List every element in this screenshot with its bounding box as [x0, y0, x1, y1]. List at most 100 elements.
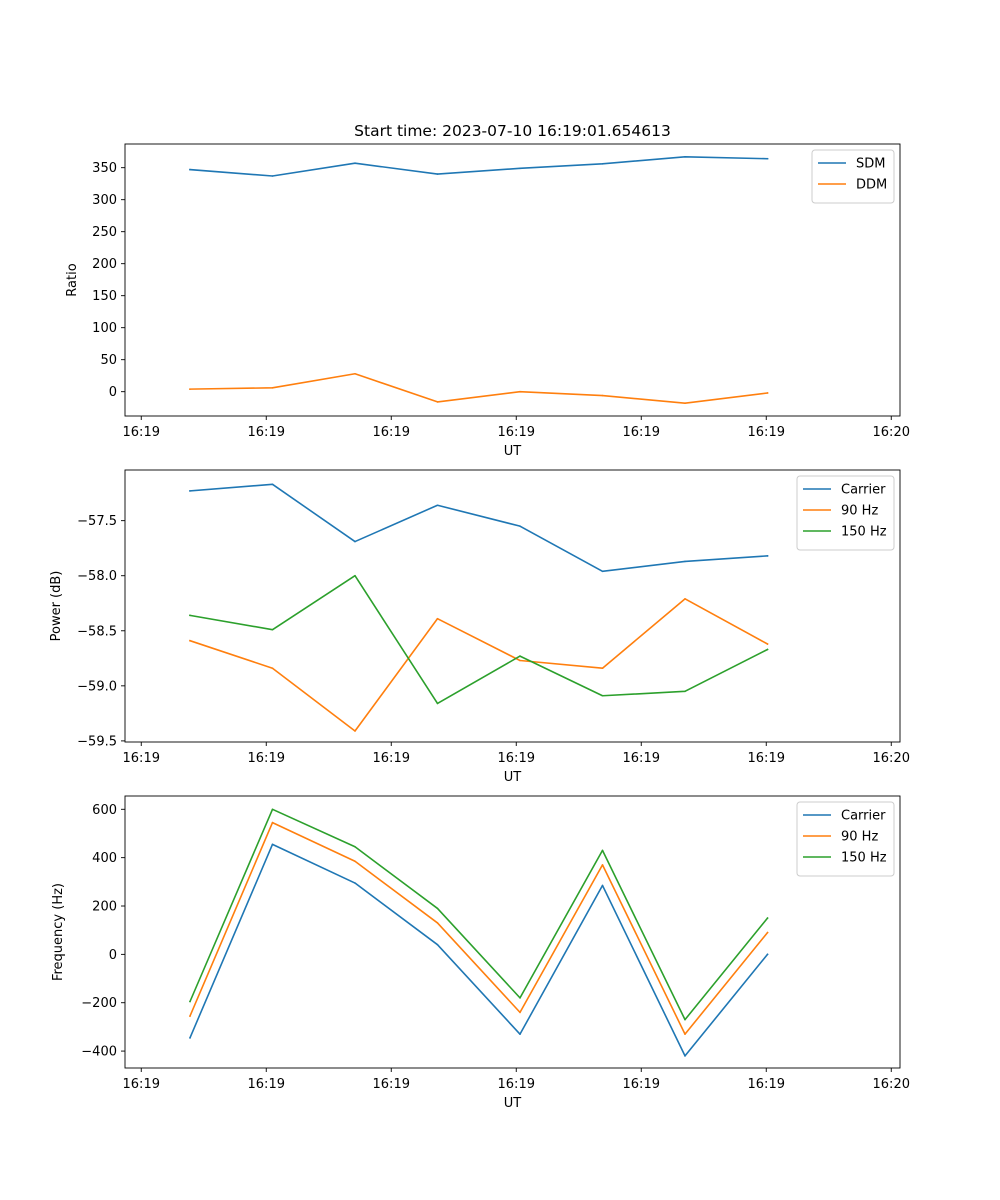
data-point — [766, 643, 769, 645]
legend: Carrier 90 Hz 150 Hz — [796, 475, 895, 551]
data-point — [189, 1000, 191, 1003]
data-point — [766, 931, 769, 934]
x-tick-label: 16:20 — [873, 1077, 910, 1092]
y-tick-label: 200 — [92, 257, 117, 272]
data-point — [354, 882, 356, 884]
data-point — [271, 843, 274, 846]
data-point — [271, 821, 274, 824]
data-point — [684, 1018, 686, 1021]
data-point — [271, 667, 274, 670]
x-tick-label: 16:19 — [373, 425, 410, 440]
series-line-150-hz — [189, 574, 769, 705]
y-tick-label: 50 — [100, 353, 117, 368]
data-point — [354, 845, 356, 848]
data-point — [436, 702, 439, 705]
data-point — [766, 555, 769, 557]
y-tick-label: 100 — [92, 321, 117, 336]
y-axis-label: Power (dB) — [49, 571, 64, 642]
legend-label: Carrier — [841, 483, 886, 498]
x-tick-label: 16:19 — [623, 751, 660, 766]
y-tick-label: 150 — [92, 289, 117, 304]
axes-frame — [124, 469, 901, 743]
data-point — [271, 483, 274, 486]
data-point — [601, 884, 604, 887]
data-point — [354, 540, 356, 543]
x-tick-label: 16:19 — [248, 425, 285, 440]
data-point — [601, 864, 604, 866]
series-line-90-hz — [188, 598, 769, 732]
data-point — [436, 617, 439, 620]
data-point — [519, 525, 521, 527]
legend-label: 90 Hz — [841, 504, 878, 519]
figure-title: Start time: 2023-07-10 16:19:01.654613 — [354, 122, 671, 140]
x-tick-label: 16:19 — [123, 425, 160, 440]
y-tick-label: 300 — [92, 193, 117, 208]
x-axis-label: UT — [504, 770, 522, 785]
y-tick-label: −400 — [81, 1045, 117, 1060]
data-point — [189, 614, 191, 617]
data-point — [766, 917, 769, 919]
x-tick-label: 16:19 — [498, 751, 535, 766]
data-point — [766, 392, 769, 394]
y-tick-label: −200 — [81, 996, 117, 1011]
x-tick-label: 16:19 — [498, 1077, 535, 1092]
y-tick-label: 350 — [92, 161, 117, 176]
data-point — [436, 401, 439, 403]
x-tick-label: 16:19 — [748, 425, 785, 440]
data-point — [519, 1011, 521, 1014]
data-point — [189, 1036, 191, 1039]
x-tick-label: 16:19 — [123, 1077, 160, 1092]
x-tick-label: 16:19 — [248, 751, 285, 766]
data-point — [684, 1055, 686, 1057]
x-tick-label: 16:19 — [748, 1077, 785, 1092]
x-tick-label: 16:19 — [748, 751, 785, 766]
legend-label: 150 Hz — [841, 525, 887, 540]
data-point — [684, 402, 686, 405]
data-point — [684, 1033, 686, 1035]
data-point — [271, 628, 274, 631]
x-tick-label: 16:19 — [248, 1077, 285, 1092]
data-point — [354, 162, 356, 164]
y-tick-label: 0 — [109, 948, 117, 963]
legend-label: SDM — [856, 157, 885, 172]
data-point — [684, 560, 686, 563]
y-axis-label: Frequency (Hz) — [51, 883, 66, 981]
data-point — [601, 667, 604, 670]
data-point — [189, 639, 191, 642]
data-point — [189, 490, 191, 492]
data-point — [601, 849, 604, 852]
data-point — [271, 387, 274, 389]
data-point — [354, 574, 356, 577]
data-point — [766, 157, 769, 160]
x-tick-label: 16:19 — [373, 751, 410, 766]
data-point — [436, 943, 439, 946]
x-tick-label: 16:19 — [623, 425, 660, 440]
data-point — [519, 1033, 521, 1035]
y-tick-label: −58.5 — [77, 624, 117, 639]
subplot-2: 16:19 16:19 16:19 16:19 16:19 16:19 16:20 −59.5… — [49, 469, 910, 785]
legend: SDM DDM — [811, 149, 895, 204]
data-point — [519, 390, 521, 393]
data-point — [189, 1015, 191, 1017]
axes-frame — [124, 143, 901, 417]
y-tick-label: 400 — [92, 851, 117, 866]
data-point — [766, 953, 769, 956]
y-tick-label: 250 — [92, 225, 117, 240]
x-axis-label: UT — [504, 1096, 522, 1111]
x-tick-label: 16:20 — [873, 425, 910, 440]
subplots: 16:19 16:19 16:19 16:19 16:19 16:19 16:20 0 50 10… — [49, 143, 910, 1111]
series-line-90-hz — [188, 821, 769, 1035]
y-tick-label: −59.5 — [77, 734, 117, 749]
x-axis-label: UT — [504, 444, 522, 459]
subplot-3: 16:19 16:19 16:19 16:19 16:19 16:19 16:20 −400 −… — [51, 795, 910, 1111]
data-point — [436, 922, 439, 924]
data-point — [601, 694, 604, 697]
data-point — [354, 860, 356, 863]
data-point — [436, 504, 439, 507]
axes-frame — [124, 795, 901, 1069]
data-point — [189, 168, 191, 171]
data-point — [436, 907, 439, 910]
data-point — [601, 163, 604, 165]
data-point — [436, 173, 439, 175]
